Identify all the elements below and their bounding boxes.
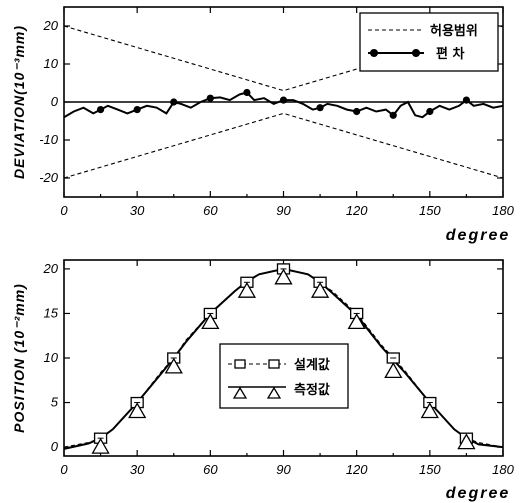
x-tick-label: 0 (60, 462, 68, 477)
tolerance-line (64, 113, 503, 178)
x-tick-label: 180 (492, 203, 514, 218)
y-tick-label: 10 (44, 56, 59, 71)
legend-label-deviation: 편 차 (436, 46, 464, 62)
legend-label-measured: 측정값 (294, 382, 330, 398)
x-tick-label: 30 (130, 203, 145, 218)
deviation-chart: 0 30 60 90 120 150 180 20 10 0 -10 -20 DEVIATION(10⁻… (11, 7, 515, 244)
x-tick-label: 30 (130, 462, 145, 477)
x-axis-label: degree (446, 227, 510, 244)
deviation-point (316, 104, 323, 111)
legend-marker-design (269, 360, 279, 368)
legend-marker-deviation (370, 49, 378, 57)
y-tick-label: 0 (51, 94, 59, 109)
x-tick-label: 60 (203, 203, 218, 218)
deviation-point (243, 89, 250, 96)
deviation-point (207, 95, 214, 102)
deviation-point (280, 97, 287, 104)
legend-label-design: 설계값 (294, 357, 330, 373)
x-tick-label: 180 (492, 462, 514, 477)
legend-marker-design (235, 360, 245, 368)
legend-label-tolerance: 허용범위 (430, 23, 478, 39)
y-tick-label: 20 (43, 18, 59, 33)
deviation-point (97, 106, 104, 113)
deviation-point (134, 106, 141, 113)
legend-box (360, 13, 498, 71)
y-axis-label: DEVIATION(10⁻³mm) (11, 25, 27, 179)
x-tick-label: 150 (419, 203, 441, 218)
x-tick-label: 120 (346, 203, 368, 218)
y-tick-label: 0 (51, 439, 59, 454)
deviation-point (426, 108, 433, 115)
deviation-point (353, 108, 360, 115)
y-tick-label: 15 (44, 305, 59, 320)
deviation-point (390, 112, 397, 119)
x-tick-label: 90 (276, 203, 291, 218)
x-tick-label: 60 (203, 462, 218, 477)
y-axis-label: POSITION (10⁻²mm) (11, 283, 27, 433)
y-tick-label: 5 (51, 395, 59, 410)
position-chart: 0 30 60 90 120 150 180 20 15 10 5 0 POSITION (10⁻²mm… (11, 260, 515, 502)
deviation-line (64, 93, 503, 118)
x-tick-label: 120 (346, 462, 368, 477)
x-tick-label: 150 (419, 462, 441, 477)
x-axis-label: degree (446, 485, 510, 502)
legend-marker-deviation (412, 49, 420, 57)
y-tick-label: -20 (39, 170, 59, 185)
y-tick-label: 10 (44, 350, 59, 365)
deviation-point (463, 97, 470, 104)
y-tick-label: 20 (43, 261, 59, 276)
x-tick-label: 90 (276, 462, 291, 477)
x-tick-label: 0 (60, 203, 68, 218)
deviation-point (170, 98, 177, 105)
y-tick-label: -10 (39, 132, 59, 147)
